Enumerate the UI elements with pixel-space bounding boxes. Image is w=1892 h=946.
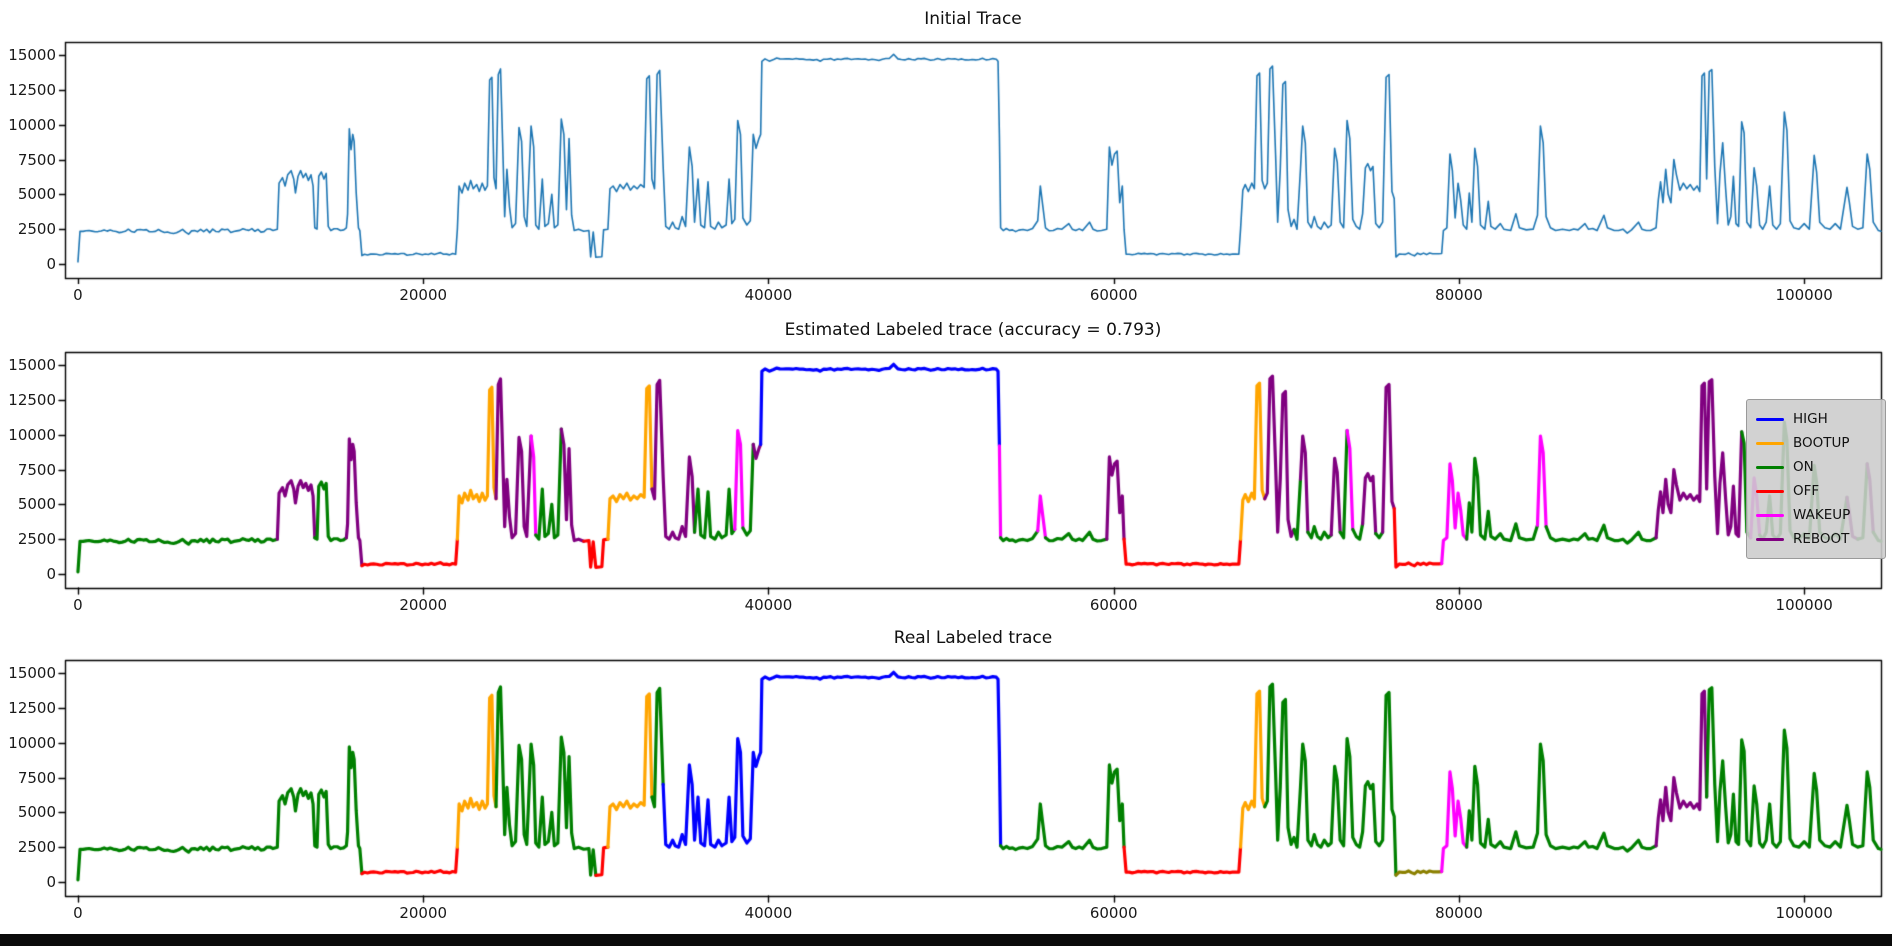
- x-tick-label: 40000: [744, 286, 793, 304]
- legend-line-swatch: [1756, 513, 1784, 517]
- subplot-title-estimated-labeled-trace: Estimated Labeled trace (accuracy = 0.79…: [784, 320, 1162, 340]
- legend-line-swatch: [1756, 465, 1784, 469]
- y-tick-label: 7500: [17, 460, 56, 479]
- y-tick-label: 0: [46, 873, 56, 891]
- legend-line-swatch: [1756, 537, 1784, 541]
- legend-item-label: BOOTUP: [1793, 435, 1850, 451]
- y-tick-label: 15000: [8, 356, 56, 374]
- legend: HIGH BOOTUP ON OFF WAKEUP REBOOT: [1746, 399, 1886, 559]
- x-tick-label: 20000: [399, 904, 448, 922]
- legend-item-label: HIGH: [1793, 411, 1828, 427]
- x-tick-label: 100000: [1775, 286, 1833, 304]
- x-tick-label: 40000: [744, 904, 793, 922]
- y-tick-label: 12500: [8, 390, 56, 409]
- y-tick-label: 0: [46, 565, 56, 583]
- y-tick-label: 5000: [17, 185, 56, 204]
- y-tick-label: 12500: [8, 80, 56, 99]
- x-tick-label: 0: [73, 904, 83, 922]
- y-tick-label: 2500: [17, 530, 56, 549]
- legend-line-swatch: [1756, 417, 1784, 421]
- legend-item-wakeup: WAKEUP: [1756, 503, 1875, 527]
- x-tick-label: 0: [73, 596, 83, 614]
- y-tick-label: 10000: [8, 425, 56, 444]
- y-tick-label: 5000: [17, 803, 56, 822]
- x-tick-label: 60000: [1089, 286, 1138, 304]
- y-tick-label: 7500: [17, 150, 56, 169]
- legend-item-on: ON: [1756, 455, 1875, 479]
- x-tick-label: 80000: [1435, 596, 1483, 614]
- x-tick-label: 0: [73, 286, 83, 304]
- x-tick-label: 60000: [1089, 904, 1138, 922]
- y-tick-label: 12500: [8, 698, 56, 717]
- legend-item-off: OFF: [1756, 479, 1875, 503]
- legend-item-high: HIGH: [1756, 407, 1875, 431]
- y-tick-label: 2500: [17, 838, 56, 857]
- subplot-title-real-labeled-trace: Real Labeled trace: [893, 628, 1053, 648]
- x-tick-label: 20000: [399, 596, 448, 614]
- legend-item-label: REBOOT: [1793, 531, 1850, 547]
- y-tick-label: 2500: [17, 220, 56, 239]
- x-tick-label: 40000: [744, 596, 793, 614]
- bottom-bar: [0, 934, 1892, 946]
- legend-item-reboot: REBOOT: [1756, 527, 1875, 551]
- y-tick-label: 10000: [8, 115, 56, 134]
- legend-item-label: ON: [1793, 459, 1814, 475]
- y-tick-label: 10000: [8, 733, 56, 752]
- legend-item-bootup: BOOTUP: [1756, 431, 1875, 455]
- subplot-title-initial-trace: Initial Trace: [924, 9, 1022, 29]
- legend-line-swatch: [1756, 489, 1784, 493]
- x-tick-label: 80000: [1435, 904, 1483, 922]
- x-tick-label: 80000: [1435, 286, 1483, 304]
- x-tick-label: 60000: [1089, 596, 1138, 614]
- legend-item-label: OFF: [1793, 483, 1820, 499]
- y-tick-label: 7500: [17, 768, 56, 787]
- y-tick-label: 0: [46, 255, 56, 273]
- x-tick-label: 20000: [399, 286, 448, 304]
- y-tick-label: 15000: [8, 46, 56, 64]
- y-tick-label: 15000: [8, 664, 56, 682]
- x-tick-label: 100000: [1775, 596, 1833, 614]
- x-tick-label: 100000: [1775, 904, 1833, 922]
- legend-line-swatch: [1756, 441, 1784, 445]
- legend-item-label: WAKEUP: [1793, 507, 1851, 523]
- y-tick-label: 5000: [17, 495, 56, 514]
